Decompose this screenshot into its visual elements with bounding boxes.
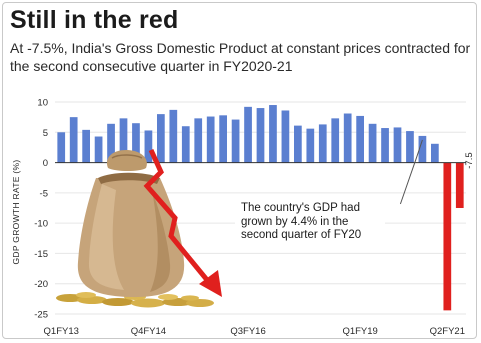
bar [69,117,78,163]
x-tick-label: Q1FY19 [342,326,377,337]
bar [406,131,414,163]
bar [94,136,103,163]
x-tick-label: Q2FY21 [430,326,465,337]
bars [57,105,464,311]
y-tick-label: -20 [34,279,48,290]
bar [318,124,327,163]
bar [144,130,153,163]
bar [431,143,439,163]
bar [206,116,215,163]
bar [82,129,90,163]
y-tick-label: -15 [34,249,48,260]
bar [306,128,315,163]
bar [181,126,190,163]
x-tick-label: Q3FY16 [230,326,265,337]
bar [231,119,240,163]
y-tick-label: 5 [43,128,48,139]
y-tick-label: 0 [43,158,48,169]
chart-title: Still in the red [10,6,179,34]
bar [244,106,252,163]
bar [331,118,340,163]
bar [132,123,140,163]
bar [343,113,352,163]
bar [418,135,427,163]
y-tick-label: 10 [37,98,48,109]
bar [119,118,128,163]
y-tick-label: -25 [34,310,48,321]
bar [107,123,115,163]
bar [256,108,265,163]
annotation-callout: The country's GDP had grown by 4.4% in t… [235,201,385,245]
bar [356,115,364,163]
chart-subtitle: At -7.5%, India's Gross Domestic Product… [10,40,471,74]
bar [194,118,203,163]
bar [219,115,227,163]
bar [368,123,377,163]
bar [294,125,302,163]
bar [57,132,66,163]
chart-frame [2,2,477,339]
money-bag-icon [77,150,185,298]
y-tick-label: -5 [40,188,48,199]
last-bar-data-label: -7.5 [464,152,475,168]
bar [169,109,178,163]
bar [393,127,402,163]
y-axis-title: GDP GROWTH RATE (%) [11,159,21,264]
bar [381,128,389,163]
bar [455,162,464,208]
bar [443,162,452,311]
bar [157,114,165,163]
y-tick-label: -10 [34,219,48,230]
x-tick-label: Q1FY13 [44,326,79,337]
y-tick-labels: 10 5 0 -5 -10 -15 -20 -25 [34,98,48,321]
x-tick-label: Q4FY14 [131,326,166,337]
gold-coins-icon [56,292,214,308]
bar [281,110,290,163]
bar [269,105,277,163]
falling-arrow-icon [143,148,222,297]
x-tick-labels: Q1FY13 Q4FY14 Q3FY16 Q1FY19 Q2FY21 [44,326,465,337]
callout-pointer-line [399,139,423,205]
